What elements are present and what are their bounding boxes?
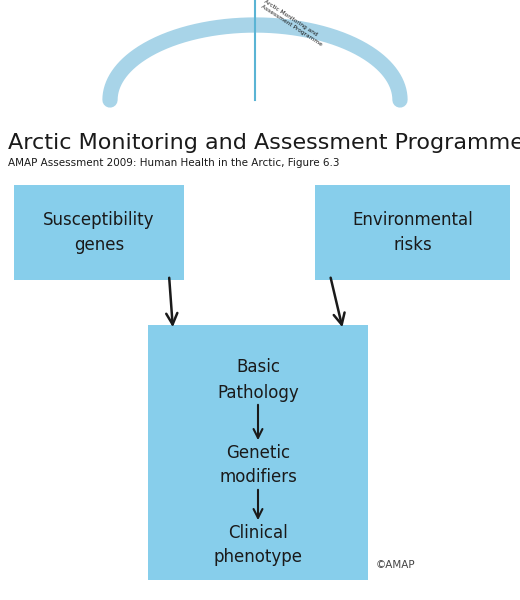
Text: Environmental
risks: Environmental risks — [352, 211, 473, 254]
Text: AMAP Assessment 2009: Human Health in the Arctic, Figure 6.3: AMAP Assessment 2009: Human Health in th… — [8, 158, 340, 168]
Bar — [315, 185, 510, 280]
Text: ©AMAP: ©AMAP — [376, 560, 415, 570]
Text: Genetic
modifiers: Genetic modifiers — [219, 443, 297, 487]
Text: Clinical
phenotype: Clinical phenotype — [214, 523, 303, 566]
Text: Arctic Monitoring and
Assessment Programme: Arctic Monitoring and Assessment Program… — [260, 0, 327, 47]
Bar — [148, 325, 368, 580]
Text: Arctic Monitoring and Assessment Programme: Arctic Monitoring and Assessment Program… — [8, 133, 520, 153]
Text: Basic
Pathology: Basic Pathology — [217, 358, 299, 401]
Text: Susceptibility
genes: Susceptibility genes — [43, 211, 155, 254]
Bar — [14, 185, 184, 280]
